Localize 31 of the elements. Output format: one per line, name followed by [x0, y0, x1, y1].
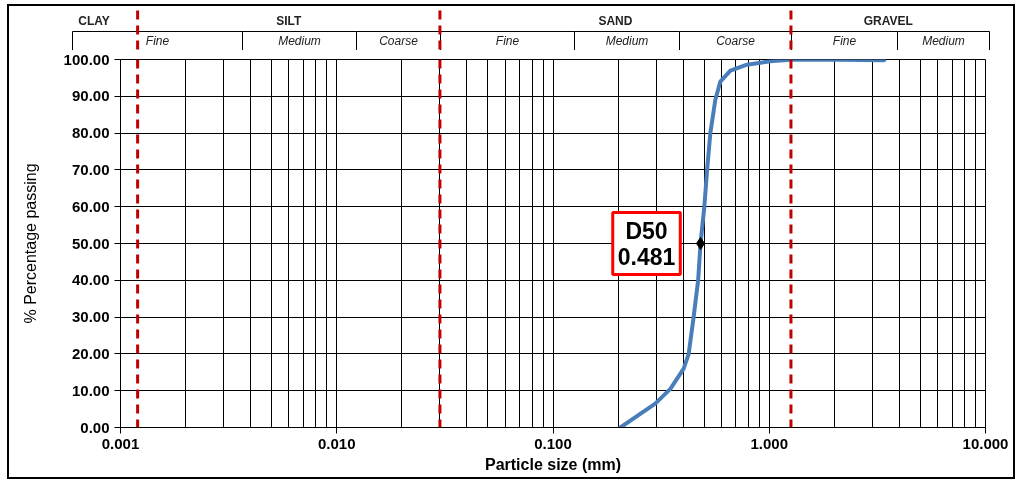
text: SILT [276, 13, 302, 28]
y-tick-label: 30.00 [71, 308, 110, 326]
y-tick-label: 20.00 [71, 344, 110, 362]
text: Medium [922, 34, 965, 48]
text: Fine [495, 34, 520, 48]
y-tick-label: 10.00 [71, 381, 110, 399]
y-tick-label: 80.00 [71, 124, 110, 142]
text: SAND [598, 13, 633, 28]
x-axis-title: Particle size (mm) [484, 455, 622, 473]
y-tick-label: 70.00 [71, 160, 110, 178]
text: CLAY [78, 13, 110, 28]
text: Fine [832, 34, 857, 48]
text: Coarse [716, 34, 756, 48]
y-tick-label: 50.00 [71, 234, 110, 252]
text: Coarse [379, 34, 419, 48]
y-tick-label: 0.00 [80, 418, 110, 436]
text: Medium [605, 34, 649, 48]
x-tick-label: 0.010 [317, 434, 356, 452]
y-tick-label: 100.00 [63, 50, 110, 68]
x-tick-label: 0.001 [101, 434, 140, 452]
annotation: D50 0.481 [617, 217, 676, 270]
y-tick-label: 40.00 [71, 271, 110, 289]
x-tick-label: 1.000 [750, 434, 789, 452]
y-tick-label: 60.00 [71, 197, 110, 215]
y-tick-label: 90.00 [71, 87, 110, 105]
x-tick-label: 10.000 [962, 434, 1009, 452]
text: Medium [278, 34, 321, 48]
y-axis-title: % Percentage passing [21, 163, 39, 324]
text: GRAVEL [863, 13, 913, 28]
x-tick-label: 0.100 [534, 434, 572, 452]
text: Fine [145, 34, 170, 48]
